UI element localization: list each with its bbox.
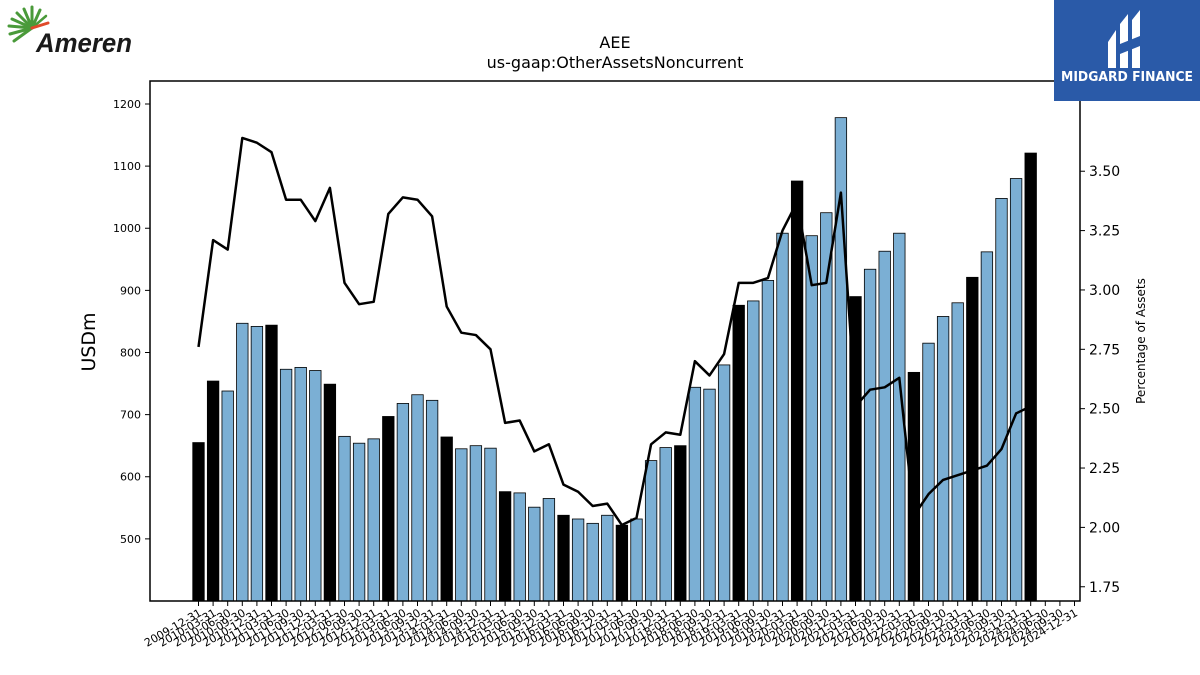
left-axis-tick-label: 1100: [113, 160, 141, 173]
bar: [980, 251, 994, 602]
bar: [1009, 178, 1023, 602]
right-axis-tick-label: 1.75: [1089, 580, 1120, 596]
right-axis-label: Percentage of Assets: [1134, 278, 1148, 404]
bar: [659, 447, 672, 602]
midgard-finance-logo: MIDGARD FINANCE: [1054, 0, 1200, 101]
bar: [966, 276, 979, 602]
bar: [542, 498, 556, 602]
right-axis-tick-label: 3.25: [1089, 224, 1120, 240]
bar: [747, 300, 760, 602]
left-axis-tick-label: 700: [120, 409, 141, 422]
bar: [323, 383, 337, 602]
left-axis-tick-label: 900: [120, 284, 141, 297]
bar: [951, 302, 964, 602]
bar: [294, 366, 307, 602]
bars-group: [192, 117, 1037, 602]
bar: [513, 492, 526, 602]
midgard-logo-text: MIDGARD FINANCE: [1061, 70, 1193, 85]
left-axis-tick-label: 500: [120, 533, 141, 546]
ameren-burst-icon: [7, 5, 50, 43]
bar: [425, 399, 439, 602]
bar: [338, 435, 351, 602]
bar: [644, 460, 658, 602]
right-axis-tick-label: 2.50: [1089, 402, 1120, 418]
bar: [717, 364, 731, 602]
bar: [455, 448, 468, 602]
right-axis-tick-label: 2.75: [1089, 342, 1120, 358]
bar: [309, 370, 322, 602]
bar: [192, 442, 205, 602]
bar: [776, 232, 789, 602]
bar: [805, 235, 818, 602]
bar: [922, 342, 935, 602]
bar: [732, 304, 745, 602]
ameren-logo: Ameren: [7, 5, 132, 58]
bar: [995, 198, 1008, 602]
bar: [601, 514, 614, 602]
bar: [703, 388, 716, 602]
bar: [834, 117, 848, 602]
bar: [586, 522, 599, 602]
bar: [790, 180, 804, 602]
bar: [761, 280, 775, 602]
bar: [206, 380, 220, 602]
bar: [674, 445, 687, 602]
bar: [878, 250, 891, 602]
bar: [557, 514, 570, 602]
left-axis-tick-label: 1200: [113, 98, 141, 111]
bar: [630, 518, 643, 602]
bar: [820, 212, 833, 602]
chart-title: AEE: [599, 33, 630, 52]
right-axis-tick-label: 3.00: [1089, 283, 1120, 299]
right-axis-tick-label: 2.25: [1089, 461, 1120, 477]
bar: [469, 445, 483, 602]
bar: [352, 442, 366, 602]
bar: [411, 394, 424, 602]
right-axis-tick-label: 3.50: [1089, 164, 1120, 180]
bar: [1024, 152, 1037, 602]
chart-subtitle: us-gaap:OtherAssetsNoncurrent: [487, 53, 744, 72]
right-axis: 1.75 2.00 2.25 2.50 2.75 3.00 3.25 3.50: [1080, 164, 1120, 596]
bar: [265, 324, 278, 602]
left-axis: 500 600 700 800 900 1000 1100 1200: [113, 98, 150, 546]
bar: [571, 518, 585, 602]
bar: [250, 325, 264, 602]
left-axis-tick-label: 800: [120, 346, 141, 359]
percentage-line: [197, 136, 1032, 527]
line-group: [197, 136, 1032, 527]
midgard-emblem-icon: [1108, 10, 1140, 68]
bar: [367, 438, 380, 602]
right-axis-tick-label: 2.00: [1089, 520, 1120, 536]
x-axis: 2009-12-312010-03-312010-06-302010-09-30…: [142, 601, 1080, 650]
bar: [396, 403, 410, 602]
left-axis-tick-label: 1000: [113, 222, 141, 235]
bar: [615, 524, 629, 602]
bar: [279, 368, 293, 602]
bar: [528, 506, 541, 602]
bar: [498, 491, 512, 602]
bar: [440, 436, 453, 602]
bar: [221, 390, 234, 602]
bar: [863, 268, 877, 602]
bar: [382, 416, 395, 602]
bar: [936, 316, 950, 602]
left-axis-label: USDm: [78, 312, 100, 371]
bar: [688, 386, 702, 602]
plot-frame: [149, 80, 1081, 602]
ameren-logo-text: Ameren: [35, 28, 132, 58]
bar: [484, 447, 497, 602]
bar: [236, 322, 249, 602]
left-axis-tick-label: 600: [120, 471, 141, 484]
